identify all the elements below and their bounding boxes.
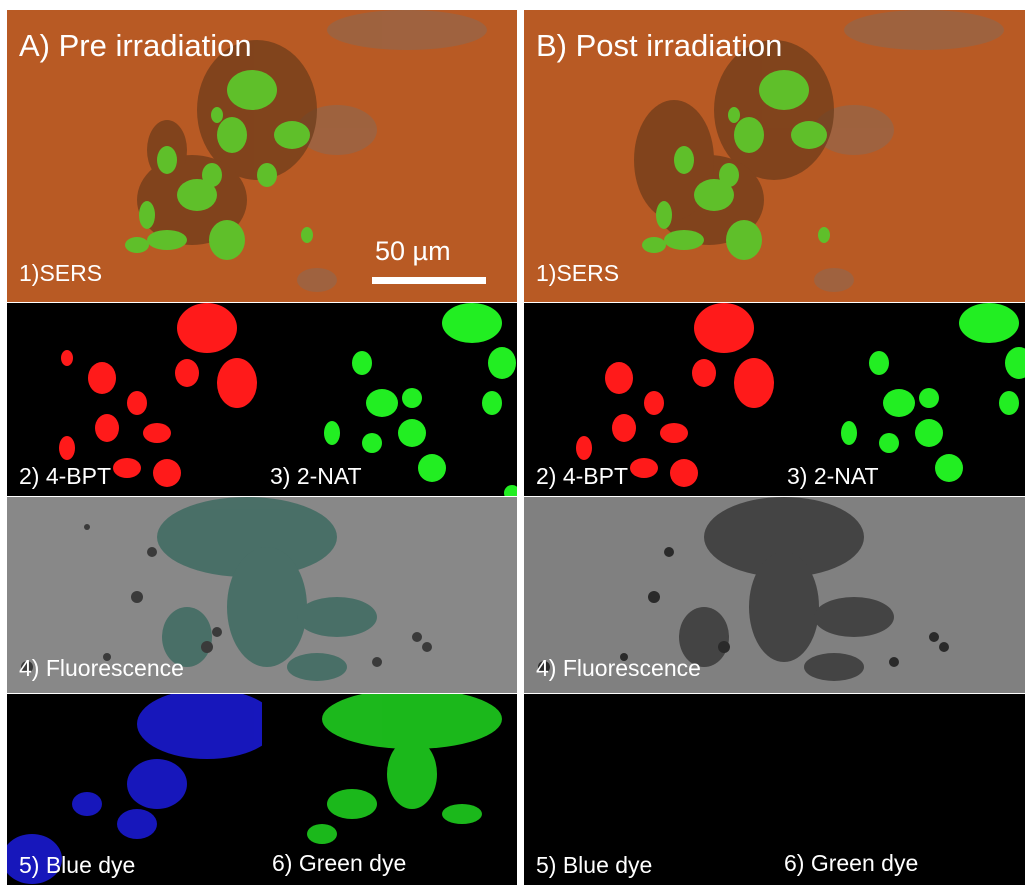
scale-bar (372, 277, 486, 284)
fluorescence-label: 4) Fluorescence (19, 655, 184, 681)
fluorescence-label: 4) Fluorescence (536, 655, 701, 681)
nat-map-pre: 3) 2-NAT (262, 303, 517, 496)
nat-label: 3) 2-NAT (270, 463, 362, 489)
fluorescence-image-post (524, 497, 1025, 693)
sers-label: 1)SERS (536, 260, 620, 286)
blue-dye-map-post: 5) Blue dye (524, 694, 779, 885)
fluorescence-panel-pre: 4) Fluorescence (7, 497, 517, 693)
scale-bar-label: 50 µm (375, 236, 451, 266)
bpt-map-post: 2) 4-BPT (524, 303, 779, 496)
fluorescence-image-pre (7, 497, 517, 693)
green-dye-map-post: 6) Green dye (779, 694, 1025, 885)
green-dye-label: 6) Green dye (784, 850, 919, 876)
sers-label: 1)SERS (19, 260, 103, 286)
sers-image-pre (125, 10, 487, 292)
green-dye-map-pre: 6) Green dye (262, 694, 517, 885)
post-irradiation-column: B) Post irradiation 1)SERS 2) 4-BPT (524, 10, 1025, 885)
blue-dye-label: 5) Blue dye (536, 852, 653, 878)
sers-image-post (634, 10, 1004, 292)
bpt-map-pre: 2) 4-BPT (7, 303, 262, 496)
blue-dye-label: 5) Blue dye (19, 852, 136, 878)
sers-panel-post: B) Post irradiation 1)SERS (524, 10, 1025, 302)
pre-irradiation-column: A) Pre irradiation 1)SERS 50 µm (7, 10, 517, 885)
green-dye-label: 6) Green dye (272, 850, 407, 876)
blue-dye-map-pre: 5) Blue dye (7, 694, 262, 885)
panel-title-post: B) Post irradiation (536, 28, 783, 63)
dye-panel-pre: 5) Blue dye 6) Green dye (7, 694, 517, 885)
raman-panel-pre: 2) 4-BPT 3) 2-NAT (7, 303, 517, 496)
raman-panel-post: 2) 4-BPT 3) 2-NAT (524, 303, 1025, 496)
dye-panel-post: 5) Blue dye 6) Green dye (524, 694, 1025, 885)
fluorescence-panel-post: 4) Fluorescence (524, 497, 1025, 693)
nat-map-post: 3) 2-NAT (779, 303, 1025, 496)
nat-label: 3) 2-NAT (787, 463, 879, 489)
panel-title-pre: A) Pre irradiation (19, 28, 252, 63)
bpt-label: 2) 4-BPT (536, 463, 629, 489)
sers-panel-pre: A) Pre irradiation 1)SERS 50 µm (7, 10, 517, 302)
bpt-label: 2) 4-BPT (19, 463, 112, 489)
